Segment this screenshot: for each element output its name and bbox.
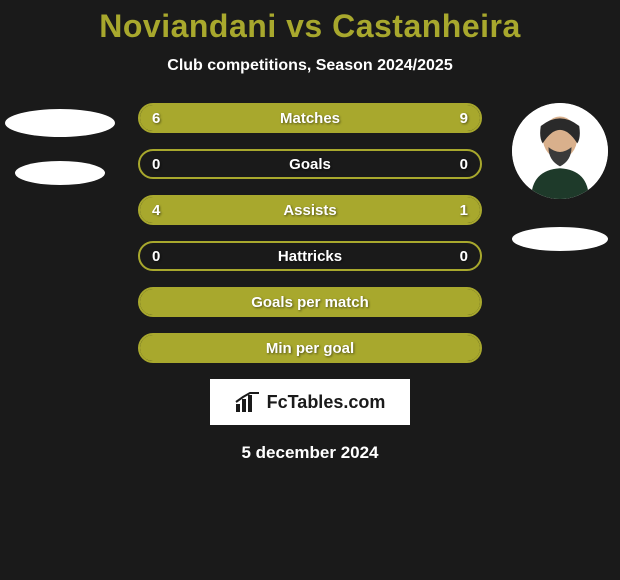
stat-label: Matches	[280, 110, 340, 127]
person-icon	[512, 103, 608, 199]
stat-bar: Min per goal	[138, 333, 482, 363]
chart-icon	[235, 392, 261, 412]
stat-value-right: 0	[460, 248, 468, 265]
stat-bar: Goals per match	[138, 287, 482, 317]
brand-attribution: FcTables.com	[210, 379, 410, 425]
page-title: Noviandani vs Castanheira	[99, 8, 521, 45]
right-player-avatars	[500, 103, 620, 275]
stat-fill-right	[412, 197, 480, 223]
stat-value-left: 4	[152, 202, 160, 219]
stat-value-left: 0	[152, 156, 160, 173]
player-avatar	[512, 103, 608, 199]
club-logo-placeholder	[15, 161, 105, 185]
stat-label: Goals per match	[251, 294, 369, 311]
stat-bar: 0 0 Goals	[138, 149, 482, 179]
stat-label: Hattricks	[278, 248, 342, 265]
stat-label: Assists	[283, 202, 336, 219]
comparison-row: 6 9 Matches 0 0 Goals 4 1 Assists 0 0 Hattricks Goal…	[0, 103, 620, 363]
player-avatar-placeholder	[5, 109, 115, 137]
stat-bar: 6 9 Matches	[138, 103, 482, 133]
stat-value-right: 0	[460, 156, 468, 173]
brand-text: FcTables.com	[267, 392, 386, 413]
stats-bars-column: 6 9 Matches 0 0 Goals 4 1 Assists 0 0 Hattricks Goal…	[138, 103, 482, 363]
stat-bar: 4 1 Assists	[138, 195, 482, 225]
stat-value-right: 1	[460, 202, 468, 219]
club-logo-placeholder	[512, 227, 608, 251]
stat-value-left: 6	[152, 110, 160, 127]
stat-fill-left	[140, 197, 412, 223]
stat-label: Goals	[289, 156, 331, 173]
page-subtitle: Club competitions, Season 2024/2025	[167, 57, 452, 75]
stat-label: Min per goal	[266, 340, 354, 357]
stat-value-left: 0	[152, 248, 160, 265]
left-player-avatars	[0, 109, 120, 209]
snapshot-date: 5 december 2024	[241, 443, 378, 463]
root-container: Noviandani vs Castanheira Club competiti…	[0, 0, 620, 580]
stat-value-right: 9	[460, 110, 468, 127]
stat-bar: 0 0 Hattricks	[138, 241, 482, 271]
stat-fill-left	[140, 105, 276, 131]
